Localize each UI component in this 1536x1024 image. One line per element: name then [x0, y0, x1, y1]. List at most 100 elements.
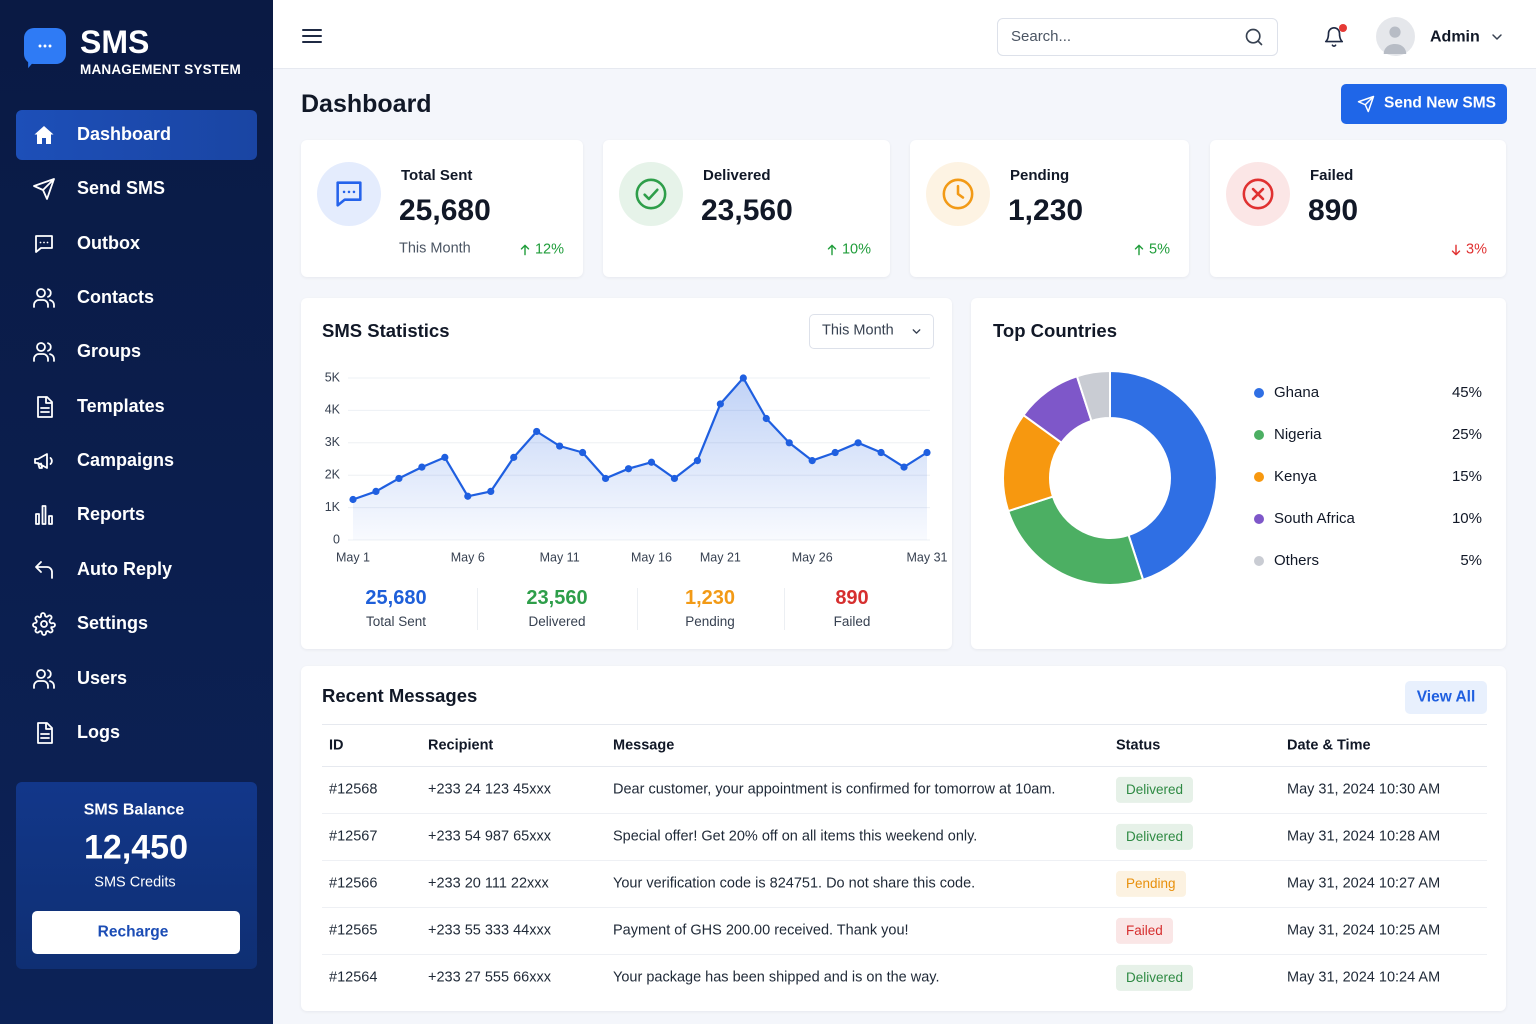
- table-cell: #12565: [329, 922, 378, 939]
- search-icon: [1245, 28, 1263, 46]
- table-cell: Payment of GHS 200.00 received. Thank yo…: [613, 922, 909, 939]
- legend-label: Nigeria: [1274, 426, 1322, 443]
- stat-period: This Month: [399, 240, 471, 257]
- period-chevron: [912, 328, 920, 334]
- nav-icon: [35, 234, 53, 253]
- nav-icon-shape: [34, 453, 53, 469]
- user-menu-chevron: [1492, 34, 1502, 40]
- stat-label: Failed: [1310, 167, 1354, 184]
- nav-icon-shape: [37, 395, 53, 418]
- nav-label: Outbox: [77, 232, 140, 253]
- nav-icon: [33, 178, 55, 201]
- nav-label: Logs: [77, 722, 120, 743]
- table-cell: May 31, 2024 10:28 AM: [1287, 828, 1441, 845]
- send-sms-button[interactable]: [1341, 84, 1507, 124]
- brand-subtitle: MANAGEMENT SYSTEM: [80, 61, 241, 77]
- nav-icon-shape: [33, 178, 55, 201]
- nav-item[interactable]: [16, 110, 257, 160]
- stat-value: 1,230: [1008, 194, 1084, 227]
- legend-value: 10%: [1451, 510, 1482, 527]
- status-badge: Failed: [1116, 917, 1173, 945]
- chart-title: Top Countries: [993, 319, 1118, 341]
- summary-value: 890: [835, 587, 869, 609]
- legend-dot: [1254, 388, 1264, 398]
- nav-icon: [32, 612, 56, 637]
- table-cell: #12564: [329, 969, 378, 986]
- recharge-button[interactable]: [32, 911, 240, 954]
- nav-label: Dashboard: [77, 124, 172, 145]
- search-icon-shape: [1245, 28, 1263, 46]
- status-badge: Pending: [1116, 870, 1186, 898]
- legend-label: Others: [1274, 552, 1320, 569]
- notification-bell-shape: [1324, 27, 1344, 47]
- recharge-label: Recharge: [97, 923, 169, 941]
- stat-change: 3%: [1466, 241, 1487, 258]
- stat-icon: [336, 181, 362, 207]
- stat-icon: [942, 178, 974, 210]
- nav-icon-shape: [33, 668, 55, 689]
- legend-value: 45%: [1451, 384, 1482, 401]
- view-all-button[interactable]: [1405, 681, 1487, 714]
- stat-icon-bg: [317, 162, 381, 226]
- nav-label: Templates: [77, 395, 165, 416]
- nav-icon-shape: [33, 288, 55, 308]
- nav-label: Reports: [77, 504, 146, 525]
- stat-icon-shape: [336, 181, 362, 207]
- table-cell: #12567: [329, 828, 378, 845]
- table-cell: Dear customer, your appointment is confi…: [613, 781, 1056, 798]
- stat-change: 12%: [534, 241, 564, 258]
- legend-dot: [1254, 472, 1264, 482]
- legend-value: 15%: [1451, 468, 1482, 485]
- search-placeholder: Search...: [1011, 28, 1072, 45]
- status-badge: Delivered: [1116, 776, 1194, 804]
- stat-label: Delivered: [703, 167, 771, 184]
- send-sms-icon: [1357, 95, 1375, 113]
- legend-label: Kenya: [1274, 468, 1317, 485]
- stat-trend-arrow-shape: [1134, 244, 1144, 256]
- avatar-figure: [1383, 26, 1407, 54]
- table-cell: May 31, 2024 10:25 AM: [1287, 922, 1441, 939]
- table-cell: #12566: [329, 875, 378, 892]
- stat-icon-shape: [942, 178, 974, 210]
- summary-label: Pending: [685, 613, 735, 629]
- legend-dot: [1254, 430, 1264, 440]
- nav-icon-shape: [32, 612, 56, 637]
- chart-title: SMS Statistics: [322, 319, 450, 341]
- stat-icon-shape: [1242, 178, 1274, 210]
- row-divider: [322, 907, 1487, 908]
- status-badge: Delivered: [1116, 823, 1194, 851]
- view-all-label: View All: [1416, 688, 1476, 706]
- table-cell: +233 55 333 44xxx: [428, 922, 551, 939]
- nav-label: Settings: [77, 613, 149, 634]
- table-cell: Your verification code is 824751. Do not…: [613, 875, 976, 892]
- search-box[interactable]: [997, 18, 1278, 56]
- avatar-figure-shape: [1383, 26, 1407, 54]
- nav-label: Auto Reply: [77, 559, 173, 579]
- period-dropdown[interactable]: [809, 314, 934, 349]
- stat-trend-arrow: [827, 244, 837, 256]
- table-cell: +233 24 123 45xxx: [428, 781, 551, 798]
- stat-trend-arrow-shape: [827, 244, 837, 256]
- column-header: Status: [1116, 737, 1161, 754]
- table-cell: +233 20 111 22xxx: [428, 875, 549, 892]
- messages-panel: [301, 666, 1506, 1011]
- notification-dot: [1339, 24, 1347, 32]
- stat-trend-arrow: [1451, 244, 1461, 256]
- stat-icon: [1242, 178, 1274, 210]
- table-cell: May 31, 2024 10:30 AM: [1287, 781, 1441, 798]
- nav-icon: [37, 395, 53, 418]
- column-header: ID: [329, 737, 344, 754]
- nav-icon-shape: [33, 342, 55, 363]
- summary-value: 23,560: [526, 587, 588, 609]
- balance-value: 12,450: [84, 828, 188, 867]
- nav-icon: [34, 453, 53, 469]
- nav-label: Send SMS: [77, 178, 166, 199]
- countries-panel: [971, 298, 1506, 649]
- page-title: Dashboard: [301, 90, 432, 118]
- table-cell: May 31, 2024 10:27 AM: [1287, 875, 1441, 892]
- legend-value: 25%: [1451, 426, 1482, 443]
- brand-title: SMS: [80, 23, 150, 60]
- summary-label: Failed: [833, 613, 871, 629]
- sidebar: SMS MANAGEMENT SYSTEM Dashboard Send SMS Out…: [0, 0, 273, 1024]
- column-header: Recipient: [428, 737, 494, 754]
